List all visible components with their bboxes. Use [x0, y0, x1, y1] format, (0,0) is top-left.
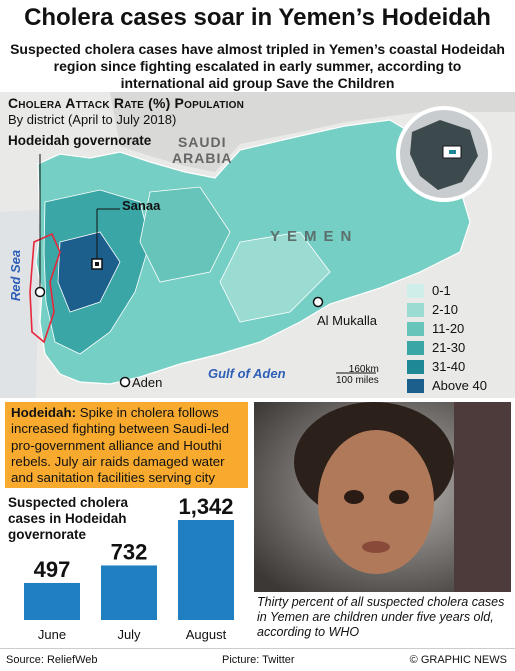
chart-title: Suspected cholera cases in Hodeidah gove…	[8, 495, 129, 542]
mukalla-label: Al Mukalla	[317, 313, 377, 328]
legend-swatch	[407, 303, 424, 317]
photo-shadow	[454, 402, 511, 592]
photo-face	[318, 430, 434, 574]
copyright: © GRAPHIC NEWS	[409, 654, 507, 666]
bar-chart: 497 June 732 July 1,342 August	[24, 496, 234, 642]
locator-globe	[396, 106, 492, 202]
red-sea-water	[0, 210, 40, 398]
central-districts	[139, 186, 231, 283]
legend-label: 2-10	[432, 302, 459, 317]
hodeidah-callout: Hodeidah: Spike in cholera follows incre…	[5, 402, 248, 488]
gulf-label: Gulf of Aden	[208, 366, 286, 381]
map-panel: Cholera Attack Rate (%) Population By di…	[0, 92, 515, 398]
legend-swatch	[407, 360, 424, 374]
yemen-label: YEMEN	[270, 228, 359, 245]
saudi-land	[110, 92, 515, 172]
governorate-label: Hodeidah governorate	[8, 133, 152, 148]
saudi-label-line1: SAUDI	[177, 134, 227, 150]
eastern-districts	[219, 231, 331, 323]
map-title: Cholera Attack Rate (%) Population	[8, 95, 245, 111]
globe-yemen	[449, 150, 456, 154]
sanaa-marker-dot	[95, 262, 99, 266]
legend-label: 21-30	[432, 340, 466, 355]
bar-value-label: 1,342	[178, 496, 233, 519]
aden-label: Aden	[132, 375, 163, 390]
aden-marker	[119, 376, 131, 388]
photo-mouth	[362, 541, 390, 553]
high-rate-districts	[57, 231, 121, 313]
photo-caption: Thirty percent of all suspected cholera …	[257, 595, 505, 639]
category-label: June	[38, 627, 66, 642]
legend-swatch	[407, 379, 424, 393]
footer: Source: ReliefWeb Picture: Twitter © GRA…	[0, 648, 515, 671]
callout-body: Spike in cholera follows increased fight…	[11, 405, 230, 486]
hodeidah-marker	[34, 286, 46, 298]
sanaa-label: Sanaa	[122, 198, 161, 213]
legend-swatch	[407, 284, 424, 298]
legend-label: Above 40	[432, 378, 487, 393]
hodeidah-outline	[29, 232, 61, 344]
bar-value-label: 497	[34, 557, 71, 582]
legend-label: 11-20	[432, 321, 465, 336]
scale-km: 160km	[348, 364, 379, 375]
picture-credit: Picture: Twitter	[222, 654, 295, 666]
deck: Suspected cholera cases have almost trip…	[10, 41, 505, 91]
saudi-label-line2: ARABIA	[172, 150, 233, 166]
photo-eye-right	[389, 490, 409, 504]
bar-value-label: 732	[111, 539, 148, 564]
map-graphic	[0, 92, 515, 398]
photo	[254, 402, 511, 592]
legend-label: 0-1	[432, 283, 451, 298]
scale-label: 160km 100 miles	[336, 364, 379, 386]
bar	[101, 565, 157, 620]
saudi-label: SAUDI ARABIA	[172, 134, 232, 166]
map-subtitle: By district (April to July 2018)	[8, 112, 177, 127]
mukalla-marker	[312, 296, 324, 308]
headline: Cholera cases soar in Yemen’s Hodeidah	[24, 4, 491, 31]
legend-swatch	[407, 341, 424, 355]
scale-miles: 100 miles	[336, 375, 379, 386]
legend-swatch	[407, 322, 424, 336]
bar	[24, 582, 80, 620]
bar	[178, 520, 234, 620]
child-photo-illustration	[254, 402, 511, 592]
photo-eye-left	[344, 490, 364, 504]
callout-text: Hodeidah: Spike in cholera follows incre…	[5, 402, 248, 489]
source-credit: Source: ReliefWeb	[6, 654, 98, 666]
legend-label: 31-40	[432, 359, 466, 374]
red-sea-label: Red Sea	[8, 249, 24, 302]
category-label: July	[117, 627, 141, 642]
category-label: August	[186, 627, 227, 642]
callout-lead: Hodeidah:	[11, 405, 77, 420]
